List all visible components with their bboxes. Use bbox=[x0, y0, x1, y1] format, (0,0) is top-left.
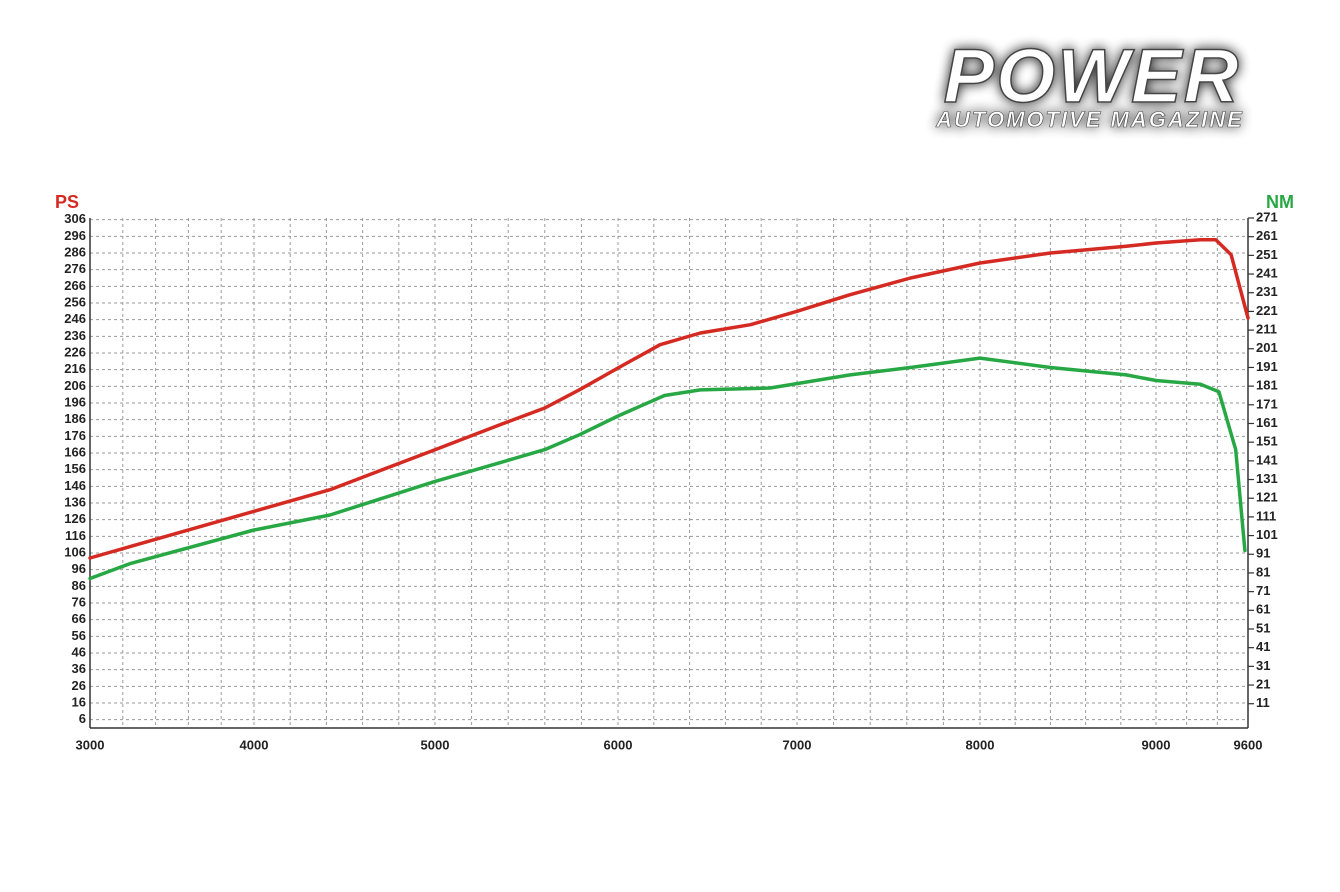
y-tick-label: 186 bbox=[64, 411, 86, 426]
y2-tick-label: 221 bbox=[1256, 303, 1278, 318]
logo-subtitle: AUTOMOTIVE MAGAZINE bbox=[935, 107, 1244, 132]
y2-tick-label: 141 bbox=[1256, 452, 1278, 467]
y-tick-label: 176 bbox=[64, 428, 86, 443]
y2-tick-label: 21 bbox=[1256, 676, 1270, 691]
y2-tick-label: 111 bbox=[1256, 508, 1276, 523]
y2-tick-label: 91 bbox=[1256, 546, 1270, 561]
y2-tick-label: 211 bbox=[1256, 322, 1277, 337]
y-tick-label: 236 bbox=[64, 328, 86, 343]
y-tick-label: 196 bbox=[64, 394, 86, 409]
y-tick-label: 66 bbox=[72, 611, 86, 626]
y-tick-label: 26 bbox=[72, 678, 86, 693]
y2-tick-label: 251 bbox=[1256, 247, 1278, 262]
x-tick-label: 5000 bbox=[421, 737, 450, 752]
x-tick-label: 3000 bbox=[76, 737, 105, 752]
y-tick-label: 16 bbox=[72, 694, 86, 709]
logo-title: POWER bbox=[943, 34, 1240, 119]
y-tick-label: 226 bbox=[64, 344, 86, 359]
y-tick-label: 216 bbox=[64, 361, 86, 376]
y2-tick-label: 51 bbox=[1256, 620, 1270, 635]
y-tick-label: 246 bbox=[64, 311, 86, 326]
x-tick-label: 7000 bbox=[783, 737, 812, 752]
y2-tick-label: 101 bbox=[1256, 527, 1278, 542]
y2-tick-label: 131 bbox=[1256, 471, 1278, 486]
y2-tick-label: 271 bbox=[1256, 209, 1278, 224]
x-tick-label: 6000 bbox=[604, 737, 633, 752]
y-tick-label: 166 bbox=[64, 444, 86, 459]
y2-tick-label: 261 bbox=[1256, 228, 1278, 243]
y-tick-label: 296 bbox=[64, 228, 86, 243]
y-tick-label: 86 bbox=[72, 578, 86, 593]
y-tick-label: 256 bbox=[64, 294, 86, 309]
y2-tick-label: 201 bbox=[1256, 340, 1278, 355]
series-label: PS bbox=[55, 192, 79, 212]
y2-tick-label: 11 bbox=[1256, 695, 1270, 710]
y-tick-label: 76 bbox=[72, 594, 86, 609]
y2-tick-label: 181 bbox=[1256, 378, 1278, 393]
y2-tick-label: 81 bbox=[1256, 564, 1270, 579]
y2-tick-label: 161 bbox=[1256, 415, 1278, 430]
y2-tick-label: 61 bbox=[1256, 602, 1270, 617]
y2-tick-label: 121 bbox=[1256, 490, 1278, 505]
logo: POWER AUTOMOTIVE MAGAZINE bbox=[935, 33, 1244, 132]
x-tick-label: 9000 bbox=[1142, 737, 1171, 752]
y-tick-label: 136 bbox=[64, 494, 86, 509]
series-label: NM bbox=[1266, 192, 1294, 212]
y-tick-label: 46 bbox=[72, 644, 86, 659]
y2-tick-label: 191 bbox=[1256, 359, 1278, 374]
y2-tick-label: 71 bbox=[1256, 583, 1270, 598]
x-tick-label: 9600 bbox=[1234, 737, 1263, 752]
y2-tick-label: 151 bbox=[1256, 434, 1278, 449]
y-tick-label: 126 bbox=[64, 511, 86, 526]
x-tick-label: 4000 bbox=[240, 737, 269, 752]
y-tick-label: 56 bbox=[72, 628, 86, 643]
y-tick-label: 106 bbox=[64, 544, 86, 559]
y-tick-label: 206 bbox=[64, 378, 86, 393]
y-tick-label: 156 bbox=[64, 461, 86, 476]
y-tick-label: 276 bbox=[64, 261, 86, 276]
y-tick-label: 96 bbox=[72, 561, 86, 576]
y-tick-label: 36 bbox=[72, 661, 86, 676]
y-tick-label: 116 bbox=[65, 528, 86, 543]
series-line bbox=[88, 356, 1247, 581]
y-tick-label: 266 bbox=[64, 278, 86, 293]
y-tick-label: 306 bbox=[64, 211, 86, 226]
x-tick-label: 8000 bbox=[966, 737, 995, 752]
y2-tick-label: 241 bbox=[1256, 265, 1278, 280]
y2-tick-label: 31 bbox=[1256, 658, 1270, 673]
y2-tick-label: 231 bbox=[1256, 284, 1278, 299]
y2-tick-label: 171 bbox=[1256, 396, 1278, 411]
y-tick-label: 286 bbox=[64, 244, 86, 259]
y-tick-label: 146 bbox=[64, 478, 86, 493]
series-line bbox=[88, 237, 1250, 560]
y-tick-label: 6 bbox=[79, 711, 86, 726]
y2-tick-label: 41 bbox=[1256, 639, 1270, 654]
